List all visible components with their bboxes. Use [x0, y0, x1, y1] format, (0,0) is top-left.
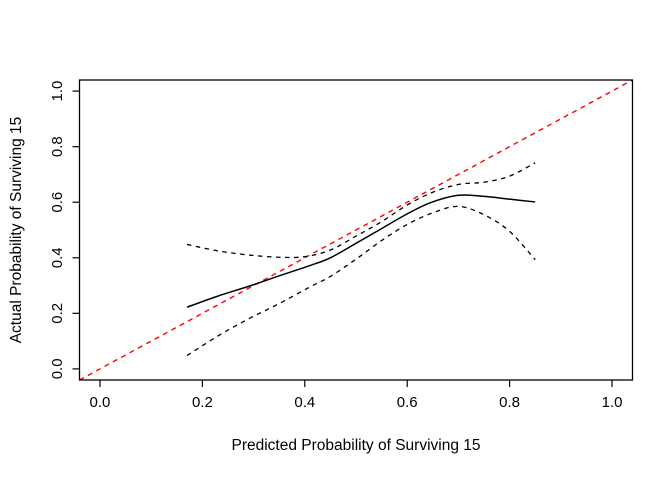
y-axis-tick-label: 0.8	[49, 136, 66, 157]
ideal-line	[79, 79, 633, 381]
x-axis-tick-label: 0.8	[499, 394, 520, 411]
upper-confidence-band	[186, 162, 536, 259]
x-axis-tick-label: 0.2	[192, 394, 213, 411]
y-axis-tick-label: 0.6	[49, 192, 66, 213]
y-axis-tick-label: 0.2	[49, 303, 66, 324]
x-axis-tick-label: 1.0	[602, 394, 623, 411]
x-axis-tick-label: 0.6	[397, 394, 418, 411]
plot-frame	[78, 79, 634, 381]
y-axis-label: Actual Probability of Surviving 15	[8, 117, 25, 344]
y-axis-tick-label: 1.0	[49, 81, 66, 102]
calibration-curve	[186, 194, 536, 308]
x-axis-tick-label: 0.0	[90, 394, 111, 411]
y-axis-tick-label: 0.0	[49, 358, 66, 379]
x-axis-tick-label: 0.4	[294, 394, 315, 411]
x-axis-label: Predicted Probability of Surviving 15	[232, 437, 481, 454]
y-axis-tick-label: 0.4	[49, 247, 66, 268]
lower-confidence-band	[186, 205, 536, 357]
